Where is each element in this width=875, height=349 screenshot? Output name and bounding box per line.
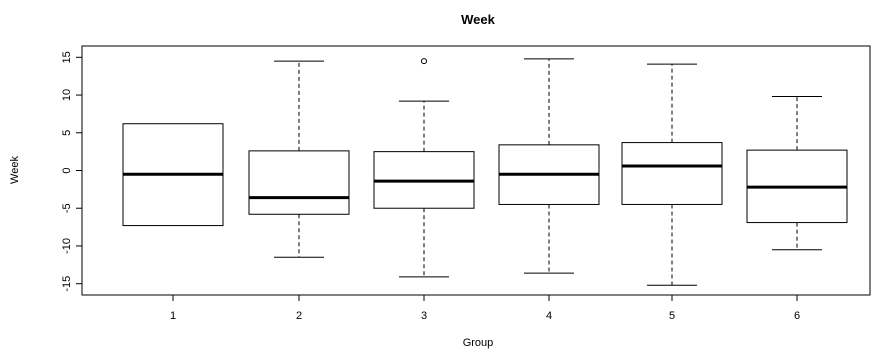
y-axis-label: Week [9, 156, 21, 184]
chart-title: Week [461, 12, 495, 27]
box-group-1 [122, 123, 224, 227]
x-tick-label: 2 [296, 310, 302, 322]
box-group-3 [373, 58, 475, 278]
y-tick-label: 10 [61, 89, 73, 101]
box-group-2 [248, 60, 350, 258]
box-group-6 [746, 96, 848, 251]
y-axis: -15 -10 -5 0 5 10 15 [61, 51, 82, 292]
x-axis: 1 2 3 4 5 6 [170, 295, 800, 322]
y-tick-label: 15 [61, 51, 73, 63]
box [248, 150, 350, 215]
x-tick-label: 1 [170, 310, 176, 322]
boxes-layer [122, 58, 848, 286]
y-tick-label: 0 [61, 167, 73, 173]
box-group-5 [621, 63, 723, 286]
x-tick-label: 6 [794, 310, 800, 322]
y-tick-label: -15 [61, 276, 73, 292]
x-tick-label: 4 [546, 310, 552, 322]
box [621, 142, 723, 205]
y-tick-label: -5 [61, 203, 73, 213]
y-tick-label: -10 [61, 238, 73, 254]
outlier-point [421, 58, 427, 65]
box-group-4 [498, 58, 600, 274]
x-axis-label: Group [463, 337, 494, 349]
y-tick-label: 5 [61, 130, 73, 136]
x-tick-label: 5 [669, 310, 675, 322]
x-tick-label: 3 [421, 310, 427, 322]
